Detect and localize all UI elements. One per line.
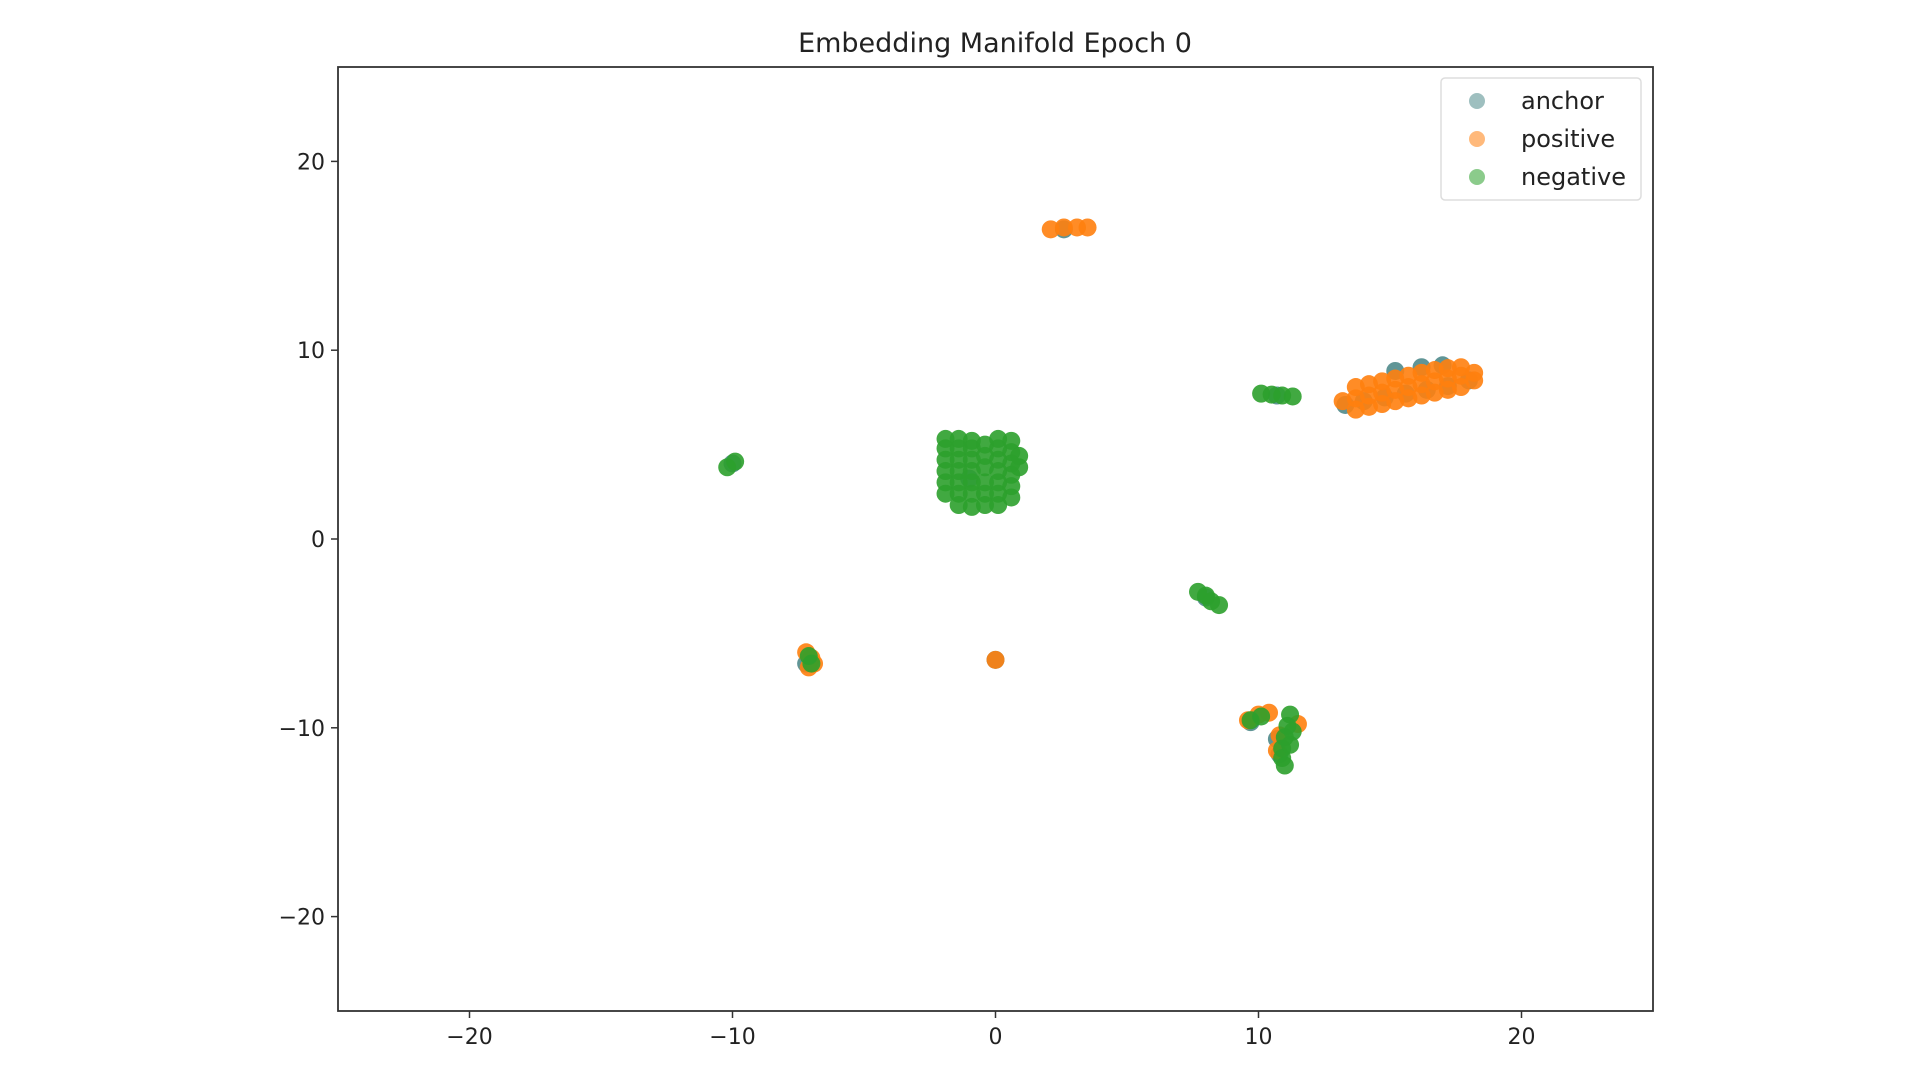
positive-point [1465, 363, 1484, 382]
x-tick-label: −10 [709, 1025, 755, 1050]
positive-point [1041, 220, 1060, 239]
x-tick-label: −20 [446, 1025, 492, 1050]
negative-point [1281, 735, 1300, 754]
legend-label-anchor: anchor [1521, 87, 1604, 115]
x-tick-label: 0 [989, 1025, 1003, 1050]
points-layer [718, 218, 1484, 775]
negative-point [989, 429, 1008, 448]
negative-point [1210, 596, 1229, 615]
y-tick-label: −20 [279, 906, 325, 931]
negative-point [936, 429, 955, 448]
y-tick-label: 20 [297, 150, 325, 175]
x-axis: −20 −10 0 10 20 [446, 1011, 1536, 1050]
negative-point [949, 429, 968, 448]
legend-marker-negative [1469, 169, 1485, 185]
negative-point [1275, 756, 1294, 775]
legend-label-negative: negative [1521, 163, 1626, 191]
negative-point [1002, 431, 1021, 450]
y-tick-label: 0 [311, 528, 325, 553]
x-tick-label: 10 [1245, 1025, 1273, 1050]
positive-point [1425, 361, 1444, 380]
legend-marker-anchor [1469, 93, 1485, 109]
legend-marker-positive [1469, 131, 1485, 147]
legend: anchor positive negative [1440, 77, 1642, 201]
negative-point [1252, 707, 1271, 726]
series-negative [718, 384, 1302, 775]
negative-point [975, 473, 994, 492]
positive-point [1438, 359, 1457, 378]
positive-point [1054, 218, 1073, 237]
negative-point [1283, 387, 1302, 406]
y-tick-label: −10 [279, 717, 325, 742]
y-tick-label: 10 [297, 339, 325, 364]
negative-point [726, 452, 745, 471]
y-axis: 20 10 0 −10 −20 [279, 150, 338, 931]
negative-point [1010, 446, 1029, 465]
x-tick-label: 20 [1508, 1025, 1536, 1050]
negative-point [962, 497, 981, 516]
legend-box [1440, 77, 1642, 201]
negative-point [802, 654, 821, 673]
chart-title: Embedding Manifold Epoch 0 [798, 28, 1192, 59]
positive-point [1078, 218, 1097, 237]
positive-point [986, 650, 1005, 669]
legend-label-positive: positive [1521, 125, 1615, 153]
